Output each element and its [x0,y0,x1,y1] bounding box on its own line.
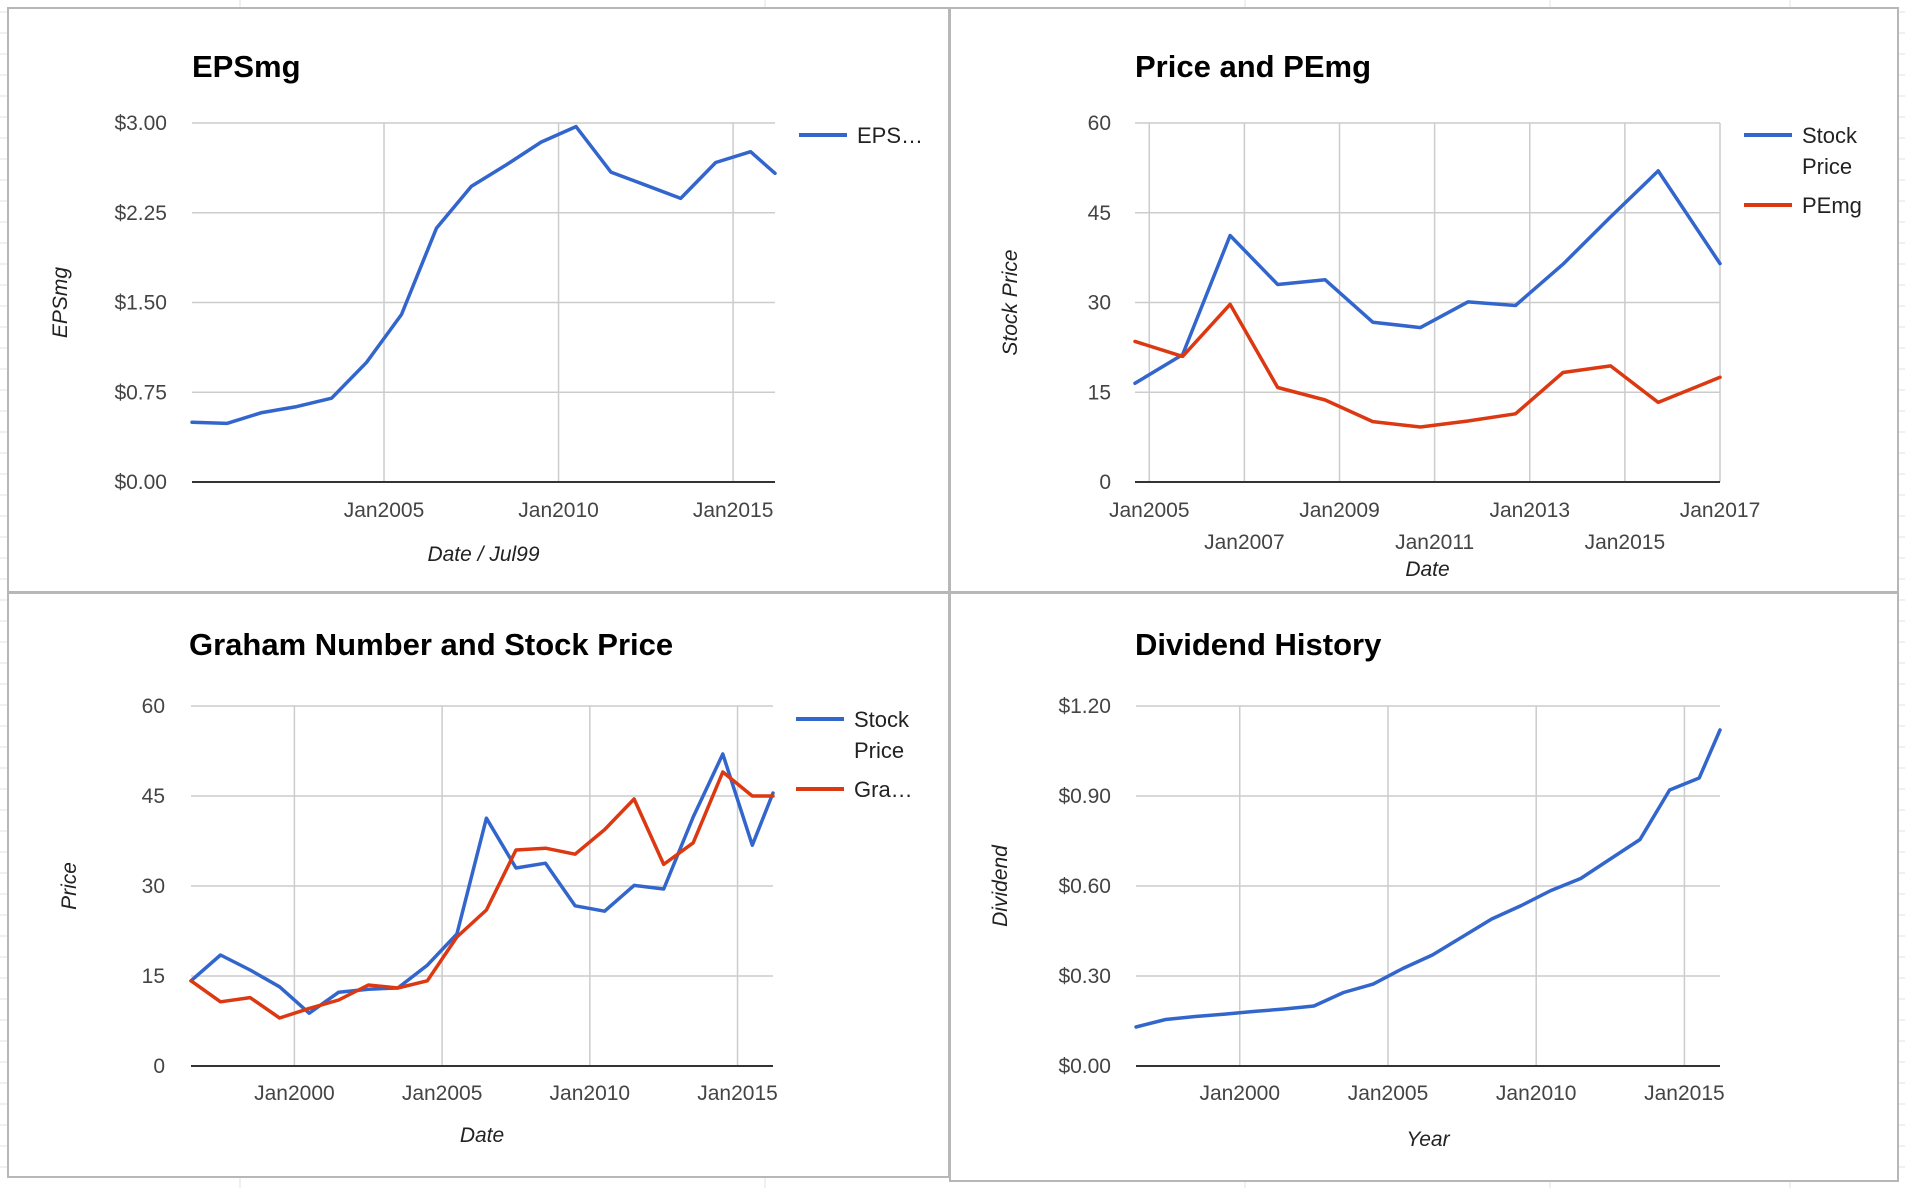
chart-title: Price and PEmg [1135,49,1371,84]
y-tick-label: 30 [142,875,165,898]
y-tick-label: $1.20 [1058,695,1111,718]
legend-label: EPS… [857,123,923,148]
x-tick-label: Jan2005 [1348,1082,1429,1105]
y-tick-label: 60 [1088,112,1111,135]
legend-item-stock-price[interactable]: Stock Price [796,707,910,763]
x-tick-label: Jan2005 [344,499,425,522]
legend-label: Stock Price [1802,123,1858,179]
y-tick-label: $0.00 [1058,1055,1111,1078]
chart-price-pemg[interactable]: Price and PEmg 0 15 30 45 60 Jan2005 Jan2007 Jan… [949,7,1899,593]
chart-svg: Dividend History $0.00 $0.30 $0.60 $0.90 $1.2… [989,627,1725,1151]
x-tick-label: Jan2015 [697,1082,778,1105]
y-axis-label: Stock Price [999,249,1022,355]
x-tick-label: Jan2009 [1299,499,1380,522]
y-tick-label: 15 [142,965,165,988]
y-tick-label: 0 [153,1055,165,1078]
chart-title: EPSmg [192,49,301,84]
y-tick-label: $0.90 [1058,785,1111,808]
x-tick-label: Jan2010 [1496,1082,1577,1105]
chart-svg: Graham Number and Stock Price 0 15 30 45 60 Ja… [58,627,913,1147]
x-tick-label: Jan2013 [1489,499,1570,522]
x-tick-label: Jan2010 [550,1082,631,1105]
chart-graham-price[interactable]: Graham Number and Stock Price 0 15 30 45 60 Ja… [7,592,950,1178]
x-axis-label: Date [460,1124,504,1147]
y-tick-label: $3.00 [114,112,167,135]
chart-svg: EPSmg $0.00 $0.75 $1.50 $2.25 $3.00 Jan2005 Jan… [49,49,923,566]
x-tick-label: Jan2015 [1644,1082,1725,1105]
legend-item-eps[interactable]: EPS… [799,123,923,148]
x-tick-label: Jan2011 [1395,531,1474,554]
y-axis-label: Dividend [989,844,1012,927]
legend-item-pemg[interactable]: PEmg [1744,193,1862,218]
x-tick-label: Jan2007 [1204,531,1285,554]
y-tick-label: 30 [1088,292,1111,315]
x-axis-label: Date [1405,558,1449,581]
x-tick-label: Jan2005 [402,1082,483,1105]
x-axis-label: Year [1406,1128,1450,1151]
series-line-pemg [1133,302,1722,429]
y-tick-label: $0.00 [114,471,167,494]
y-axis-label: Price [58,862,81,910]
series-line-gra [189,770,775,1020]
series-line-stock-price [189,752,775,1015]
x-tick-label: Jan2017 [1680,499,1761,522]
y-tick-label: 60 [142,695,165,718]
legend-item-stock-price[interactable]: Stock Price [1744,123,1858,179]
y-tick-label: $0.75 [114,381,167,404]
legend-label: PEmg [1802,193,1862,218]
chart-dividend[interactable]: Dividend History $0.00 $0.30 $0.60 $0.90 $1.2… [949,592,1899,1182]
chart-svg: Price and PEmg 0 15 30 45 60 Jan2005 Jan2007 Jan… [999,49,1862,581]
series-line-eps [190,124,777,426]
legend-label: Stock Price [854,707,910,763]
chart-title: Dividend History [1135,627,1382,662]
x-tick-label: Jan2000 [254,1082,335,1105]
y-tick-label: $2.25 [114,202,167,225]
y-tick-label: 45 [142,785,165,808]
y-tick-label: $0.60 [1058,875,1111,898]
x-tick-label: Jan2005 [1109,499,1190,522]
series-line-stock-price [1133,169,1722,386]
chart-epsmg[interactable]: EPSmg $0.00 $0.75 $1.50 $2.25 $3.00 Jan2005 Jan… [7,7,950,593]
x-axis-label: Date / Jul99 [427,543,539,566]
x-tick-label: Jan2010 [518,499,599,522]
y-tick-label: 15 [1088,381,1111,404]
x-tick-label: Jan2015 [693,499,774,522]
legend-label: Gra… [854,777,913,802]
x-tick-label: Jan2015 [1585,531,1666,554]
y-tick-label: 45 [1088,202,1111,225]
x-tick-label: Jan2000 [1199,1082,1280,1105]
chart-title: Graham Number and Stock Price [189,627,673,662]
y-tick-label: 0 [1099,471,1111,494]
y-tick-label: $0.30 [1058,965,1111,988]
y-tick-label: $1.50 [114,292,167,315]
y-axis-label: EPSmg [49,267,72,339]
series-line-series [1134,728,1722,1029]
legend-item-gra[interactable]: Gra… [796,777,913,802]
